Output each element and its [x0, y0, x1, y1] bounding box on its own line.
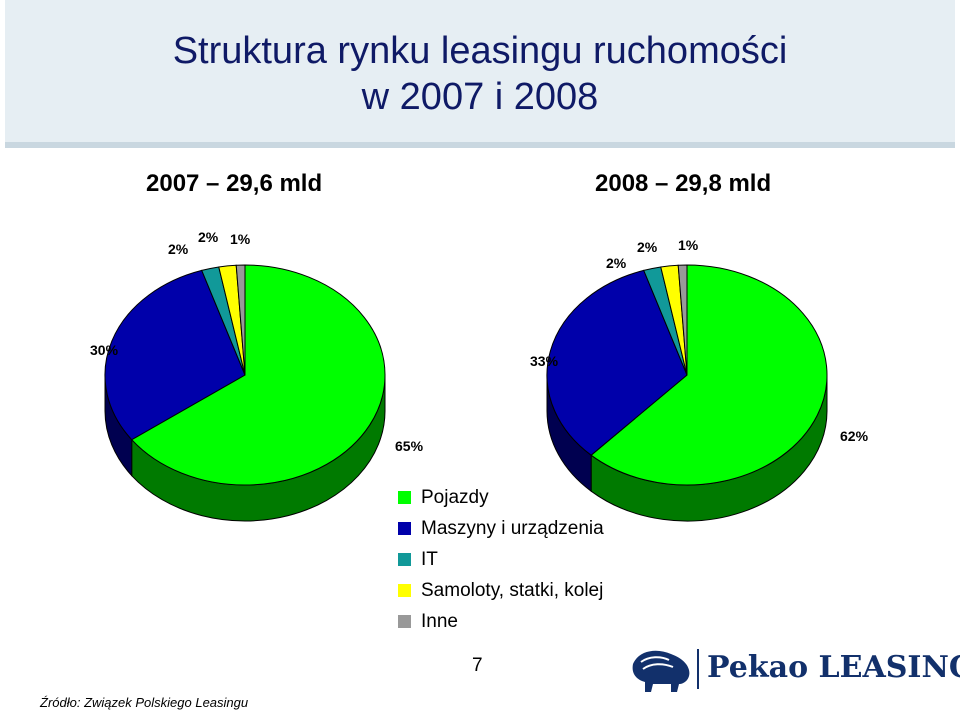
pie-chart-0: 65% 30% 2% 2% 1%: [90, 229, 424, 522]
page-number: 7: [472, 655, 483, 676]
data-label: 1%: [230, 231, 251, 247]
legend-swatch: [398, 615, 411, 628]
data-label: 1%: [678, 237, 699, 253]
title-line-2: w 2007 i 2008: [361, 76, 599, 118]
pie-slice-Maszyny i urządzenia: [546, 269, 688, 456]
pie-slice-Maszyny i urządzenia: [104, 269, 246, 441]
legend-item-samoloty: Samoloty, statki, kolej: [398, 575, 604, 606]
legend-swatch: [398, 553, 411, 566]
pie-chart-1: 62% 33% 2% 2% 1%: [530, 237, 869, 522]
legend-label: IT: [421, 548, 438, 570]
legend: Pojazdy Maszyny i urządzenia IT Samoloty…: [398, 482, 604, 637]
pie-slice-Pojazdy: [130, 264, 386, 486]
legend-swatch: [398, 522, 411, 535]
source-note: Źródło: Związek Polskiego Leasingu: [40, 695, 249, 710]
data-label: 2%: [637, 239, 658, 255]
data-label: 65%: [395, 438, 424, 454]
data-label: 2%: [198, 229, 219, 245]
logo-text: Pekao LEASING: [707, 650, 960, 685]
chart-2008-title: 2008 – 29,8 mld: [595, 170, 772, 197]
legend-label: Samoloty, statki, kolej: [421, 579, 604, 601]
legend-item-pojazdy: Pojazdy: [398, 482, 604, 513]
bison-icon: [632, 650, 690, 692]
title-bar: [5, 0, 955, 148]
legend-item-it: IT: [398, 544, 604, 575]
data-label: 2%: [606, 255, 627, 271]
legend-label: Pojazdy: [421, 486, 489, 508]
legend-label: Inne: [421, 610, 458, 632]
legend-swatch: [398, 584, 411, 597]
pie-slice-Inne: [235, 264, 246, 376]
pie-slice-Inne: [677, 264, 688, 376]
chart-2007-title: 2007 – 29,6 mld: [146, 170, 323, 197]
data-label: 30%: [90, 342, 119, 358]
data-label: 33%: [530, 353, 559, 369]
title-line-1: Struktura rynku leasingu ruchomości: [172, 30, 788, 72]
slide-title: Struktura rynku leasingu ruchomości w 20…: [0, 28, 960, 120]
legend-item-maszyny: Maszyny i urządzenia: [398, 513, 604, 544]
data-label: 62%: [840, 428, 869, 444]
legend-swatch: [398, 491, 411, 504]
legend-item-inne: Inne: [398, 606, 604, 637]
data-label: 2%: [168, 241, 189, 257]
legend-label: Maszyny i urządzenia: [421, 517, 604, 539]
pie-slice-Pojazdy: [590, 264, 828, 486]
pekao-leasing-logo: Pekao LEASING: [627, 644, 960, 694]
logo-divider: [697, 649, 699, 689]
